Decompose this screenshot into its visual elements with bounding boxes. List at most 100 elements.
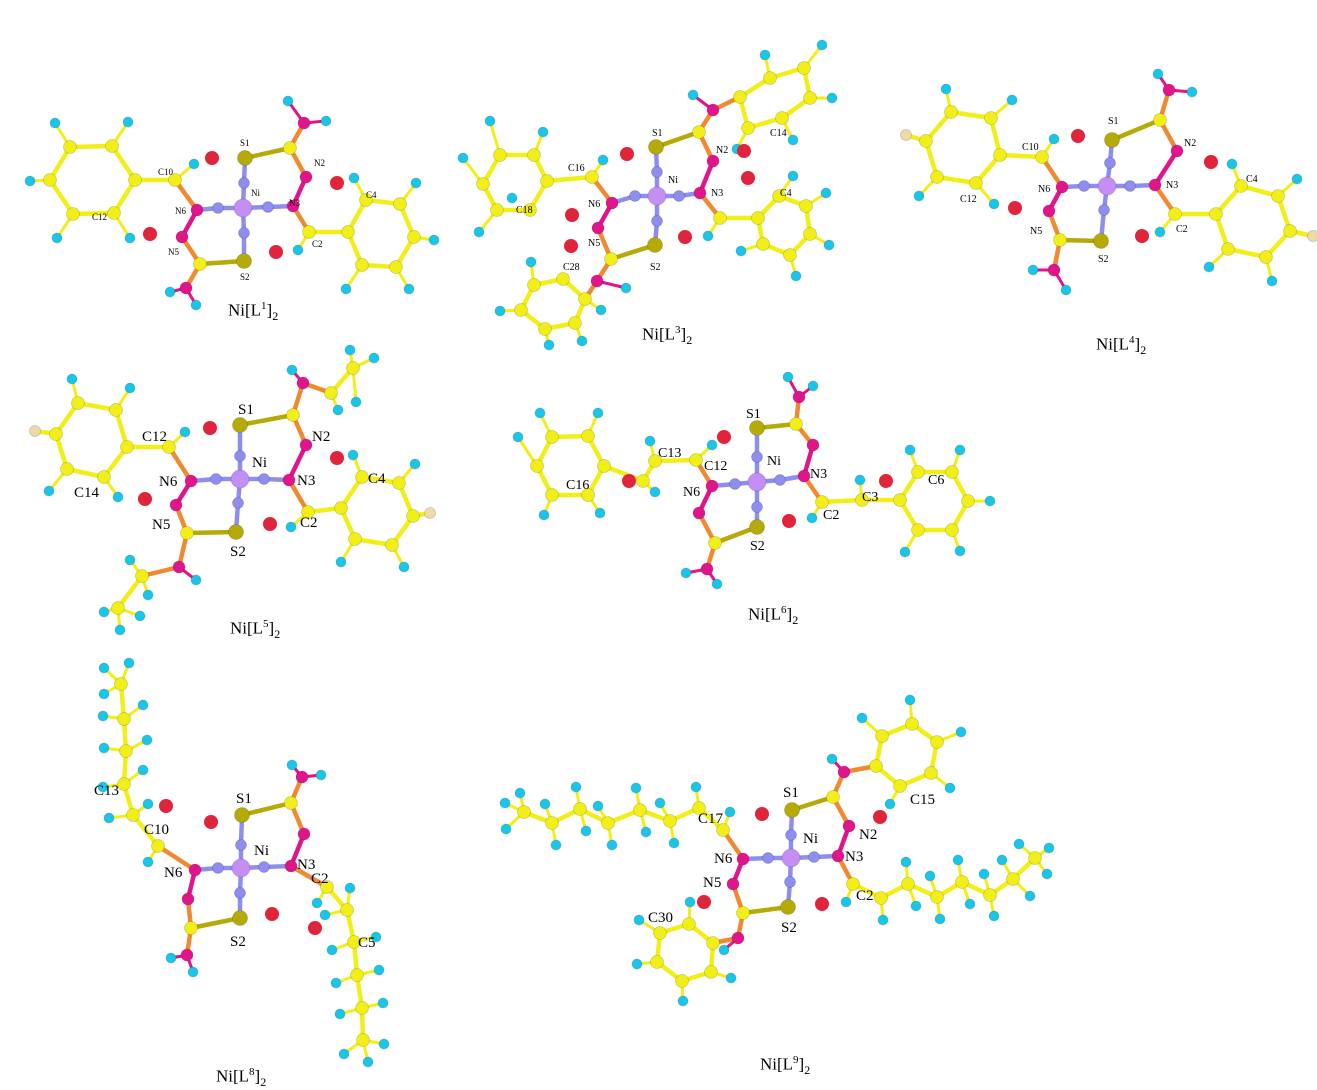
atom-c <box>115 678 128 691</box>
atom-h <box>1014 839 1024 849</box>
atom-label: N3 <box>810 467 827 482</box>
atom-c <box>764 72 777 85</box>
atom-h <box>180 427 190 437</box>
atom-m <box>1105 158 1116 169</box>
atom-c <box>67 208 80 221</box>
atom-c <box>477 178 490 191</box>
atom-h <box>321 116 331 126</box>
atom-label: C14 <box>770 128 787 139</box>
atom-c <box>931 171 944 184</box>
marker-dot <box>879 474 893 488</box>
atom-c <box>586 171 599 184</box>
atom-label: N2 <box>859 827 877 843</box>
atom-h <box>348 450 358 460</box>
atom-s <box>229 525 244 540</box>
atom-c <box>152 840 165 853</box>
marker-dot <box>138 492 152 506</box>
atom-h <box>67 374 77 384</box>
caption-l1: Ni[L1]2 <box>228 300 278 324</box>
atom-ni <box>1098 177 1116 195</box>
atom-c <box>1272 190 1285 203</box>
atom-c <box>98 471 111 484</box>
atom-c <box>804 92 817 105</box>
caption-base: Ni[L <box>748 605 781 624</box>
atom-c <box>356 1002 369 1015</box>
atom-c <box>284 142 297 155</box>
atom-label: N5 <box>152 517 170 533</box>
atom-h <box>485 116 495 126</box>
atom-h <box>287 760 297 770</box>
caption-subscript: 2 <box>686 333 692 347</box>
caption-base: Ni[L <box>760 1055 793 1074</box>
atom-c <box>985 112 998 125</box>
atom-c <box>386 539 399 552</box>
atom-label: S2 <box>1098 254 1109 265</box>
atom-m <box>213 203 224 214</box>
marker-dot <box>755 807 769 821</box>
atom-h <box>1227 159 1237 169</box>
atom-label: C2 <box>312 239 323 249</box>
atom-s <box>750 520 765 535</box>
atom-c <box>579 293 592 306</box>
atom-c <box>394 198 407 211</box>
atom-label: S1 <box>236 791 252 807</box>
atom-c <box>654 927 667 940</box>
atom-c <box>737 907 750 920</box>
atom-label: Ni <box>767 454 781 469</box>
atom-label: N6 <box>159 474 178 490</box>
atom-h <box>945 783 955 793</box>
atom-c <box>894 780 907 793</box>
marker-dot <box>265 907 279 921</box>
atom-label: Ni <box>668 175 678 186</box>
atom-h <box>539 510 549 520</box>
atom-c <box>112 602 125 615</box>
atom-h <box>621 283 631 293</box>
atom-c <box>798 62 811 75</box>
caption-subscript: 2 <box>272 309 278 323</box>
atom-h <box>596 305 606 315</box>
atom-h <box>955 445 965 455</box>
caption-base: Ni[L <box>1096 335 1129 354</box>
atom-h <box>333 405 343 415</box>
atom-h <box>135 611 145 621</box>
atom-label: C4 <box>366 190 377 200</box>
caption-l9: Ni[L9]2 <box>760 1054 810 1078</box>
atom-h <box>593 408 603 418</box>
atom-h <box>703 231 713 241</box>
atom-c <box>994 149 1007 162</box>
atom-h <box>351 397 361 407</box>
atom-h <box>99 607 109 617</box>
atom-label: C12 <box>92 212 107 222</box>
marker-dot <box>737 144 751 158</box>
atom-h <box>808 381 818 391</box>
atom-m <box>233 498 244 509</box>
atom-c <box>1029 852 1042 865</box>
atom-n <box>185 475 197 487</box>
atom-c <box>181 527 194 540</box>
atom-c <box>349 533 362 546</box>
atom-m <box>763 853 774 864</box>
atom-m <box>752 502 763 513</box>
atom-h <box>681 568 691 578</box>
atom-c <box>734 91 747 104</box>
atom-c <box>72 397 85 410</box>
atom-label: C4 <box>780 188 792 199</box>
atom-n <box>1171 145 1183 157</box>
marker-dot <box>620 147 634 161</box>
atom-n <box>591 275 603 287</box>
atom-c <box>931 891 944 904</box>
atom-m <box>785 877 796 888</box>
atom-c <box>962 495 975 508</box>
atom-h <box>191 300 201 310</box>
atom-n <box>832 850 844 862</box>
atom-h <box>411 178 421 188</box>
atom-h <box>341 284 351 294</box>
atom-h <box>841 897 851 907</box>
atom-x <box>30 426 41 437</box>
atom-n <box>298 117 310 129</box>
atom-h <box>905 445 915 455</box>
atom-c <box>931 736 944 749</box>
